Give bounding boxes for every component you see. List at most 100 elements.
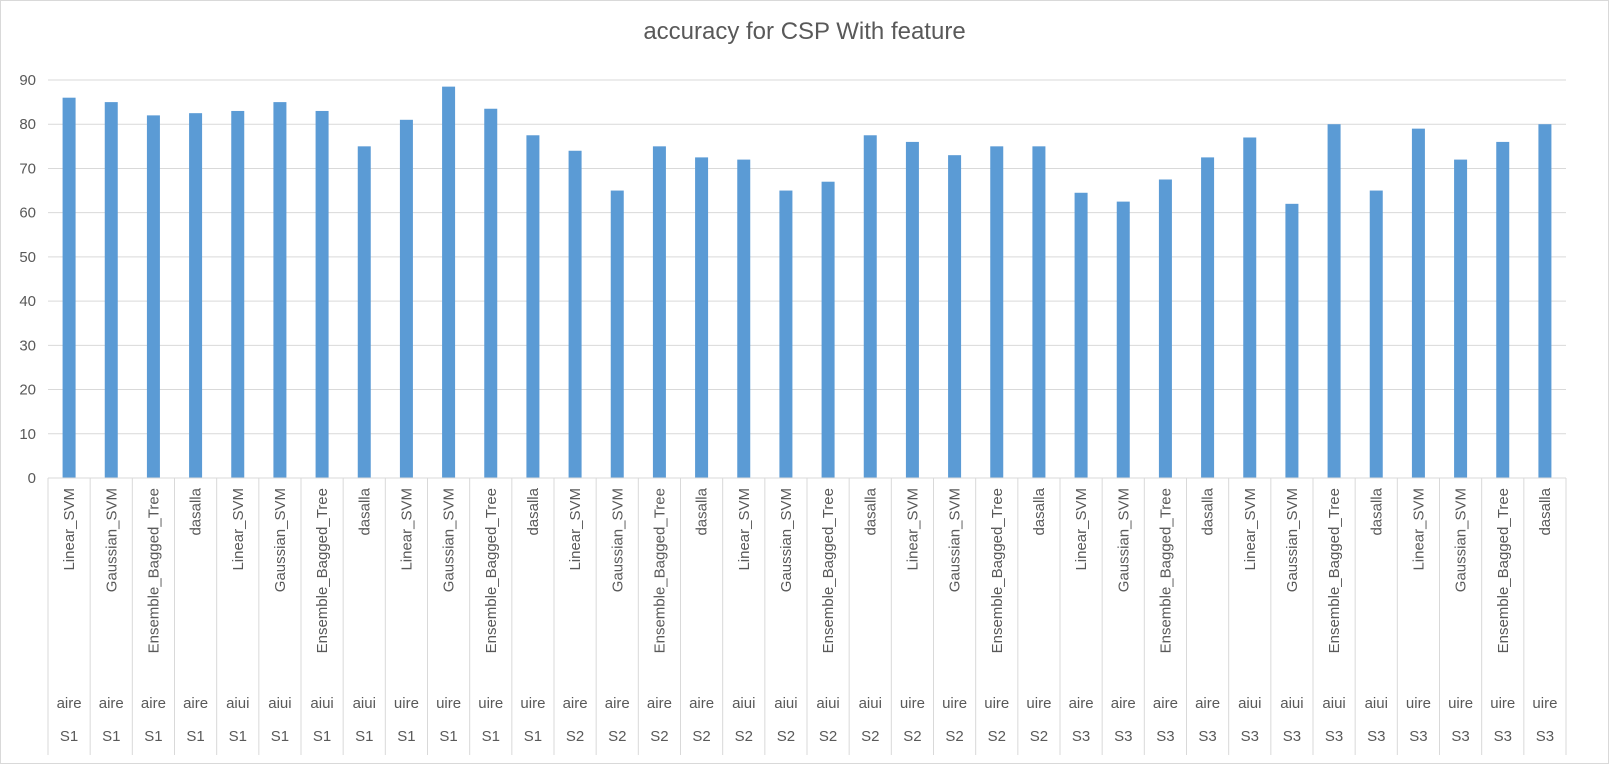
task-label: uire: [984, 695, 1009, 712]
y-tick-label: 60: [19, 205, 36, 222]
task-label: aiui: [859, 695, 882, 712]
subject-label: S3: [1156, 728, 1174, 745]
classifier-label: dasalla: [694, 487, 711, 535]
subject-label: S2: [692, 728, 710, 745]
classifier-label: Ensemble_Bagged_Tree: [989, 488, 1006, 653]
y-tick-label: 70: [19, 160, 36, 177]
bar: [315, 110, 329, 478]
classifier-label: Ensemble_Bagged_Tree: [1157, 488, 1174, 653]
bar: [1454, 159, 1468, 478]
bar: [610, 190, 624, 479]
bar: [231, 110, 245, 478]
y-tick-label: 20: [19, 382, 36, 399]
task-label: uire: [1532, 695, 1557, 712]
bar: [821, 181, 835, 478]
classifier-label: Gaussian_SVM: [272, 488, 289, 592]
task-label: aiui: [1322, 695, 1345, 712]
bar: [1369, 190, 1383, 479]
y-tick-label: 40: [19, 293, 36, 310]
bar: [442, 86, 456, 478]
bar: [273, 102, 287, 478]
bar: [62, 97, 76, 478]
bar: [990, 146, 1004, 479]
bar: [652, 146, 666, 479]
subject-label: S2: [819, 728, 837, 745]
classifier-label: dasalla: [1537, 487, 1554, 535]
classifier-label: Ensemble_Bagged_Tree: [483, 488, 500, 653]
subject-label: S1: [102, 728, 120, 745]
bar: [1201, 157, 1215, 478]
classifier-label: dasalla: [1200, 487, 1217, 535]
bar: [1496, 141, 1510, 478]
bar: [526, 135, 540, 478]
classifier-label: Ensemble_Bagged_Tree: [1326, 488, 1343, 653]
classifier-label: Linear_SVM: [1242, 488, 1259, 571]
subject-label: S3: [1283, 728, 1301, 745]
bar: [189, 113, 203, 479]
classifier-label: Ensemble_Bagged_Tree: [651, 488, 668, 653]
task-label: aiui: [1280, 695, 1303, 712]
subject-label: S2: [777, 728, 795, 745]
subject-label: S2: [861, 728, 879, 745]
classifier-label: Gaussian_SVM: [441, 488, 458, 592]
task-label: aire: [605, 695, 630, 712]
subject-label: S2: [650, 728, 668, 745]
task-label: aire: [563, 695, 588, 712]
classifier-label: dasalla: [862, 487, 879, 535]
bar: [695, 157, 709, 478]
subject-label: S1: [482, 728, 500, 745]
subject-label: S3: [1241, 728, 1259, 745]
task-label: aiui: [732, 695, 755, 712]
bar: [1116, 201, 1130, 478]
subject-label: S1: [313, 728, 331, 745]
classifier-label: Gaussian_SVM: [103, 488, 120, 592]
bar: [1285, 203, 1299, 479]
bar: [1032, 146, 1046, 479]
task-label: uire: [1406, 695, 1431, 712]
classifier-label: dasalla: [188, 487, 205, 535]
task-label: aire: [183, 695, 208, 712]
task-label: aiui: [310, 695, 333, 712]
subject-label: S1: [60, 728, 78, 745]
classifier-label: Linear_SVM: [61, 488, 78, 571]
bar: [1327, 124, 1341, 478]
classifier-label: Gaussian_SVM: [778, 488, 795, 592]
classifier-label: Gaussian_SVM: [1115, 488, 1132, 592]
subject-label: S1: [271, 728, 289, 745]
bar: [948, 155, 962, 478]
classifier-label: Ensemble_Bagged_Tree: [820, 488, 837, 653]
task-label: aiui: [268, 695, 291, 712]
y-tick-label: 10: [19, 426, 36, 443]
classifier-label: Gaussian_SVM: [1453, 488, 1470, 592]
subject-label: S3: [1072, 728, 1090, 745]
classifier-label: Ensemble_Bagged_Tree: [1495, 488, 1512, 653]
classifier-label: Linear_SVM: [567, 488, 584, 571]
task-label: uire: [1448, 695, 1473, 712]
y-tick-label: 80: [19, 116, 36, 133]
bar: [1538, 124, 1552, 478]
task-label: uire: [520, 695, 545, 712]
bar: [863, 135, 877, 478]
subject-label: S2: [945, 728, 963, 745]
task-label: aire: [1069, 695, 1094, 712]
task-label: uire: [900, 695, 925, 712]
subject-label: S2: [735, 728, 753, 745]
task-label: aire: [1195, 695, 1220, 712]
classifier-label: Gaussian_SVM: [609, 488, 626, 592]
subject-label: S2: [566, 728, 584, 745]
classifier-label: Ensemble_Bagged_Tree: [145, 488, 162, 653]
subject-label: S3: [1114, 728, 1132, 745]
classifier-label: Linear_SVM: [904, 488, 921, 571]
bar: [484, 108, 498, 478]
task-label: uire: [1026, 695, 1051, 712]
subject-label: S1: [439, 728, 457, 745]
classifier-label: Linear_SVM: [398, 488, 415, 571]
task-label: aire: [1111, 695, 1136, 712]
subject-label: S3: [1451, 728, 1469, 745]
y-tick-label: 90: [19, 72, 36, 89]
subject-label: S1: [144, 728, 162, 745]
bar: [1074, 192, 1088, 478]
subject-label: S3: [1409, 728, 1427, 745]
